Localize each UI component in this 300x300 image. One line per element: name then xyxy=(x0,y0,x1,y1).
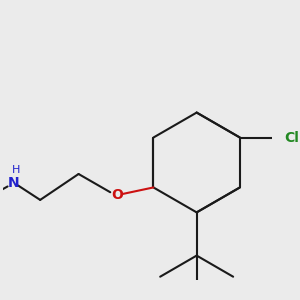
Text: O: O xyxy=(111,188,123,202)
Text: H: H xyxy=(12,165,20,175)
Text: Cl: Cl xyxy=(284,130,299,145)
Text: N: N xyxy=(8,176,19,190)
